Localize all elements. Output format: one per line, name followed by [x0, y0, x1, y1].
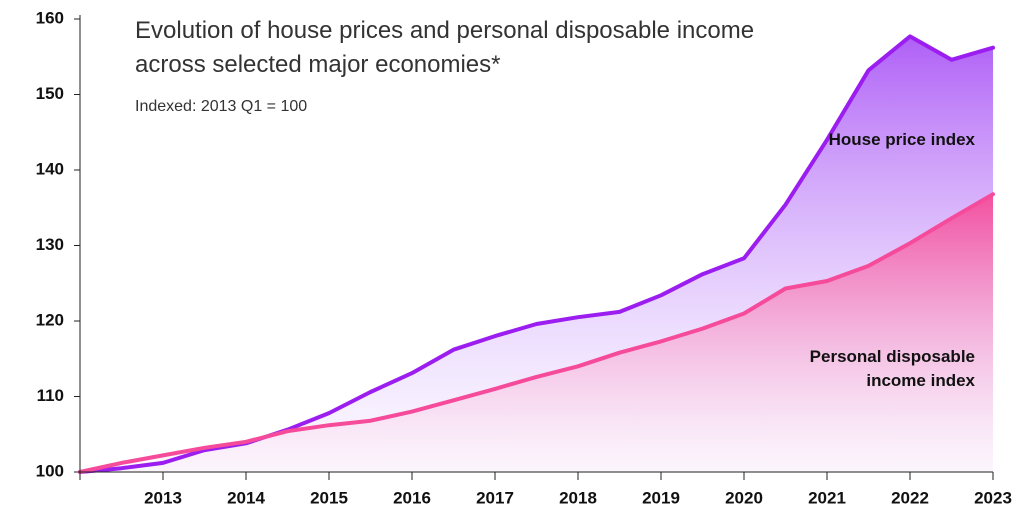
x-tick-label: 2015 — [310, 488, 348, 507]
x-tick-label: 2013 — [144, 488, 182, 507]
x-tick-label: 2020 — [725, 488, 763, 507]
area — [80, 194, 993, 472]
y-tick-label: 100 — [36, 461, 64, 480]
y-tick-label: 130 — [36, 235, 64, 254]
x-tick-label: 2014 — [227, 488, 265, 507]
series-label: House price index — [828, 130, 975, 149]
y-tick-label: 140 — [36, 159, 64, 178]
x-tick-label: 2016 — [393, 488, 431, 507]
y-tick-label: 120 — [36, 310, 64, 329]
x-tick-label: 2023 — [974, 488, 1012, 507]
x-tick-label: 2019 — [642, 488, 680, 507]
line — [78, 192, 995, 474]
x-tick-label: 2017 — [476, 488, 514, 507]
x-tick-label: 2022 — [891, 488, 929, 507]
chart-subtitle: Indexed: 2013 Q1 = 100 — [135, 98, 308, 115]
chart-title: Evolution of house prices and personal d… — [135, 17, 755, 78]
y-tick-label: 160 — [36, 8, 64, 27]
y-tick-label: 150 — [36, 84, 64, 103]
x-tick-label: 2018 — [559, 488, 597, 507]
series-label: Personal disposable income index — [809, 347, 975, 390]
x-tick-label: 2021 — [808, 488, 846, 507]
y-tick-label: 110 — [37, 386, 64, 405]
